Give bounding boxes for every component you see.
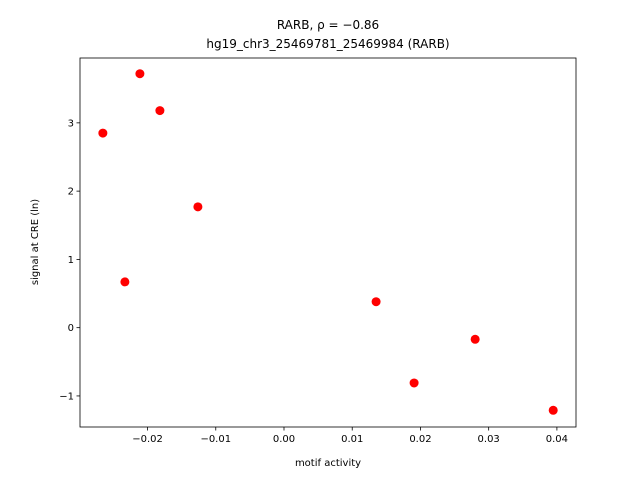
point xyxy=(98,128,108,138)
x-tick-label: 0.02 xyxy=(409,434,431,445)
chart-subtitle: hg19_chr3_25469781_25469984 (RARB) xyxy=(206,37,449,51)
point xyxy=(120,277,130,287)
y-axis-label: signal at CRE (ln) xyxy=(30,199,41,285)
x-tick-label: 0.00 xyxy=(273,434,295,445)
y-tick-label: 1 xyxy=(68,255,74,266)
point xyxy=(371,297,381,307)
y-tick-label: 3 xyxy=(68,118,74,129)
x-tick-label: 0.03 xyxy=(478,434,500,445)
y-tick-label: 2 xyxy=(68,187,74,198)
y-tick-label: −1 xyxy=(59,391,74,402)
chart-title: RARB, ρ = −0.86 xyxy=(277,18,379,32)
point xyxy=(135,69,145,79)
x-axis-label: motif activity xyxy=(295,458,361,469)
point xyxy=(548,405,558,415)
y-tick-label: 0 xyxy=(68,323,74,334)
point xyxy=(470,334,480,344)
x-tick-label: 0.01 xyxy=(341,434,363,445)
point xyxy=(193,202,203,212)
x-tick-label: −0.02 xyxy=(132,434,163,445)
x-tick-label: −0.01 xyxy=(200,434,231,445)
point xyxy=(409,378,419,388)
point xyxy=(155,106,165,116)
plot-frame xyxy=(79,57,577,428)
x-tick-label: 0.04 xyxy=(546,434,568,445)
